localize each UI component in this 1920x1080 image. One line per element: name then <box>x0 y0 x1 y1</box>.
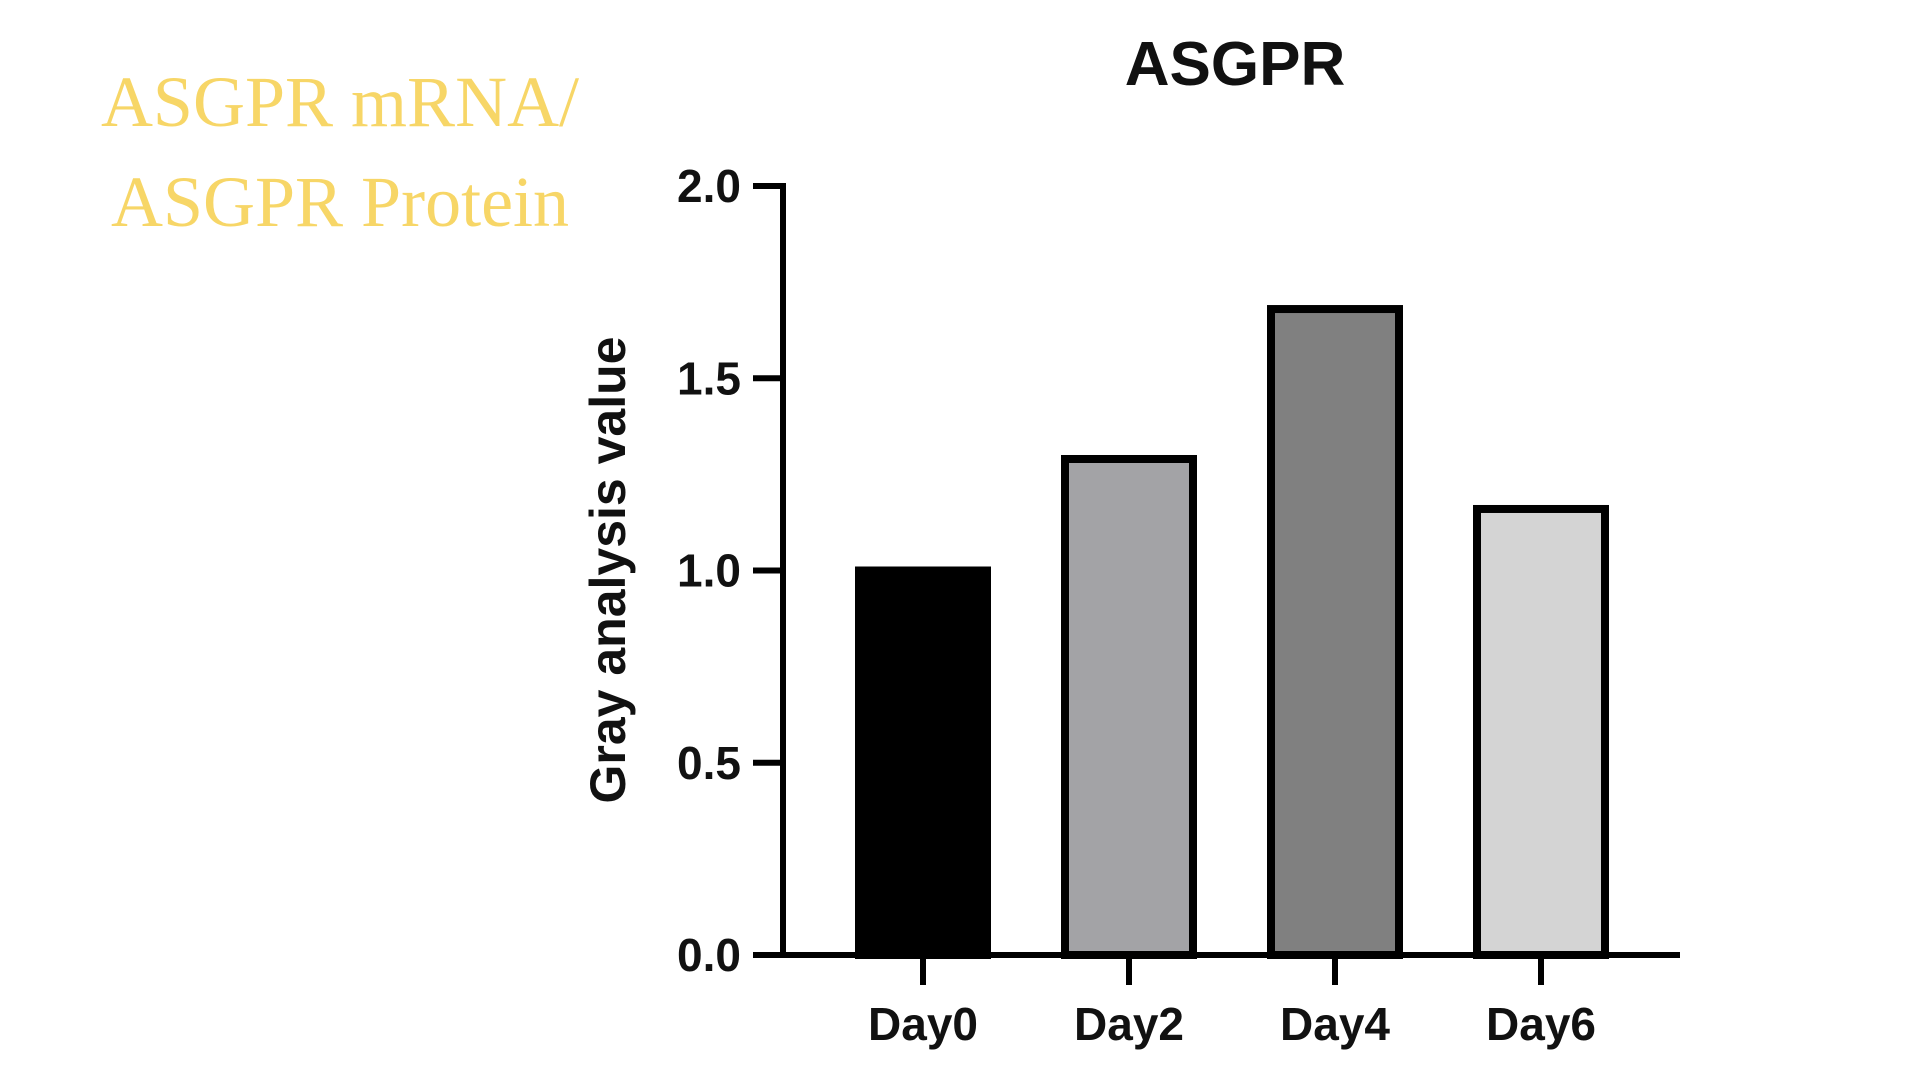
chart-title: ASGPR <box>1125 30 1345 99</box>
y-tick-label: 2.0 <box>677 160 741 212</box>
y-axis-ticks: 0.0 0.5 1.0 1.5 2.0 <box>677 160 783 981</box>
bar-day4 <box>1267 305 1403 960</box>
x-tick-label-day4: Day4 <box>1280 998 1390 1050</box>
x-axis-ticks: Day0 Day2 Day4 Day6 <box>868 955 1596 1050</box>
side-note-line-1: ASGPR mRNA/ <box>100 62 580 142</box>
x-tick-label-day2: Day2 <box>1074 998 1184 1050</box>
y-tick-label: 1.0 <box>677 545 741 597</box>
side-note: ASGPR mRNA/ ASGPR Protein <box>40 52 640 252</box>
bar-day6 <box>1473 504 1609 959</box>
x-tick-label-day6: Day6 <box>1486 998 1596 1050</box>
side-note-line-2: ASGPR Protein <box>110 162 570 242</box>
bar-day2 <box>1061 454 1197 959</box>
y-tick-label: 0.0 <box>677 929 741 981</box>
x-tick-label-day0: Day0 <box>868 998 978 1050</box>
y-axis-label: Gray analysis value <box>580 337 636 804</box>
bars <box>855 305 1609 960</box>
y-tick-label: 0.5 <box>677 737 741 789</box>
bar-day0 <box>855 566 991 959</box>
y-tick-label: 1.5 <box>677 352 741 404</box>
